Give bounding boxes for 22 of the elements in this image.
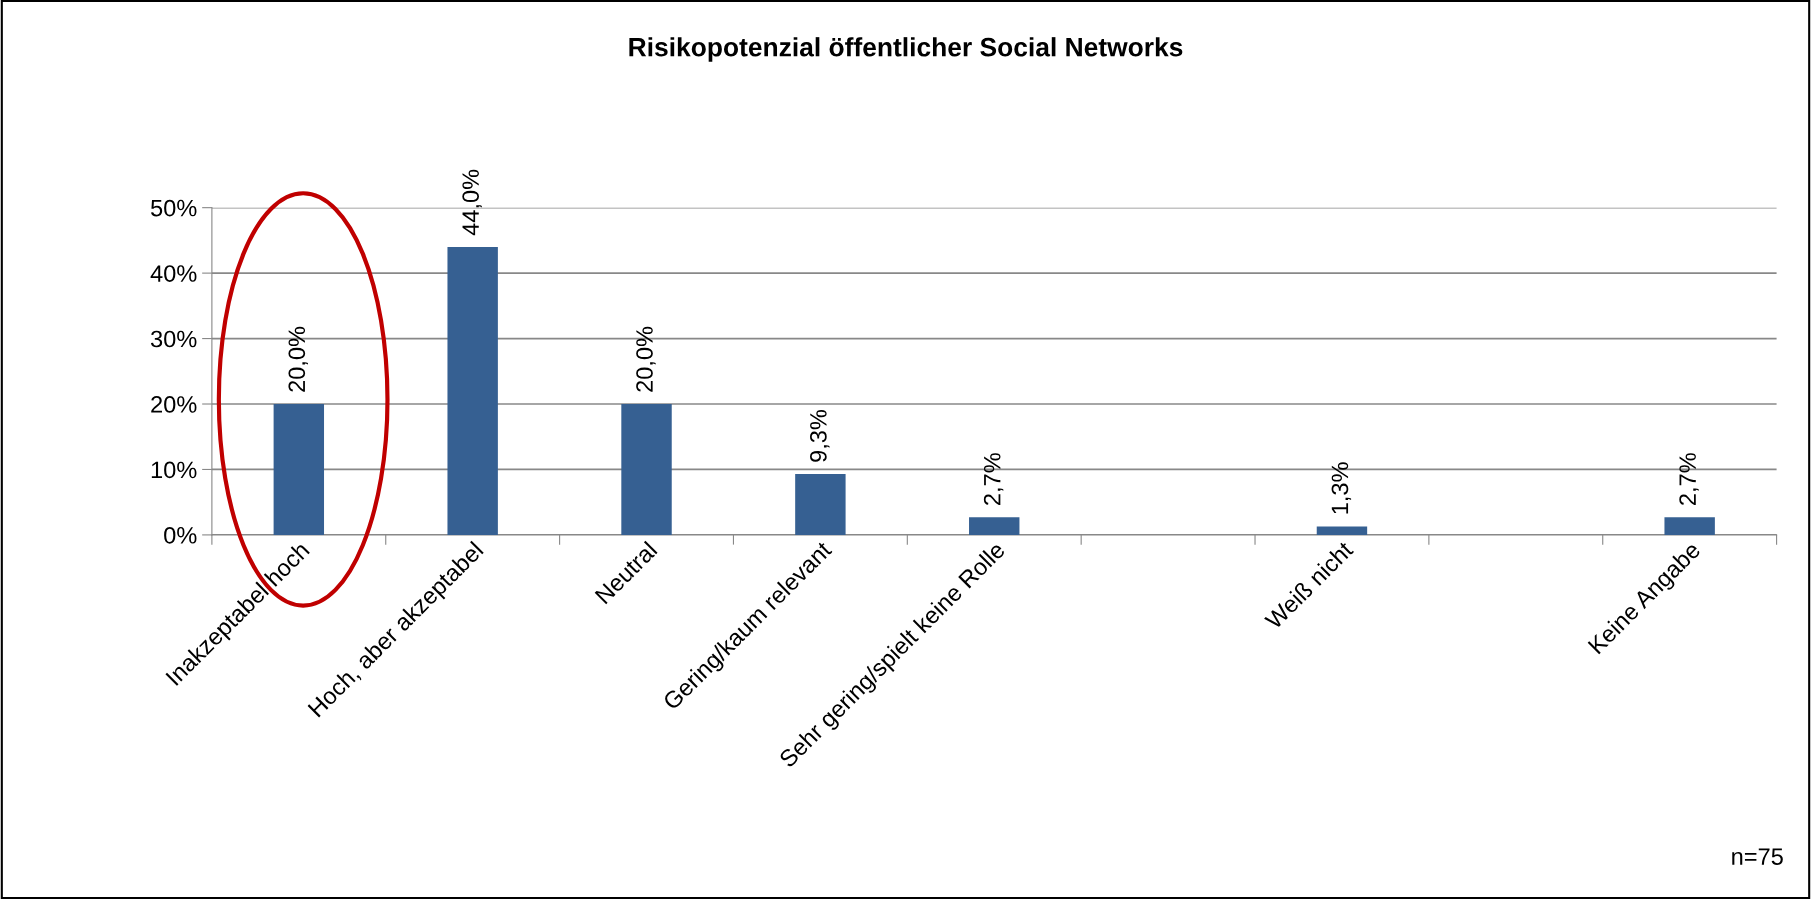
bar [621,404,672,535]
bar [1664,517,1715,535]
y-tick-label: 0% [164,526,197,544]
bar [447,246,498,535]
data-label: 2,7% [1679,453,1699,505]
data-label: 44,0% [462,169,482,236]
data-label: 2,7% [983,453,1004,505]
text: n=75 [1732,848,1783,865]
y-tick-label: 10% [151,461,197,479]
y-tick-label: 20% [151,396,197,413]
bar [273,404,325,535]
data-label: 20,0% [288,326,308,392]
y-tick-label: 30% [150,330,197,348]
data-label: 9,3% [810,409,830,462]
y-tick-label: 50% [150,199,197,217]
bar [1316,526,1368,535]
bar [795,474,846,535]
data-label: 1,3% [1331,462,1352,514]
bar [969,517,1020,535]
chart-title: Risikopotenzial öffentlicher Social Networks [629,37,1183,62]
y-tick-label: 40% [150,265,197,282]
data-label: 20,0% [636,326,656,392]
